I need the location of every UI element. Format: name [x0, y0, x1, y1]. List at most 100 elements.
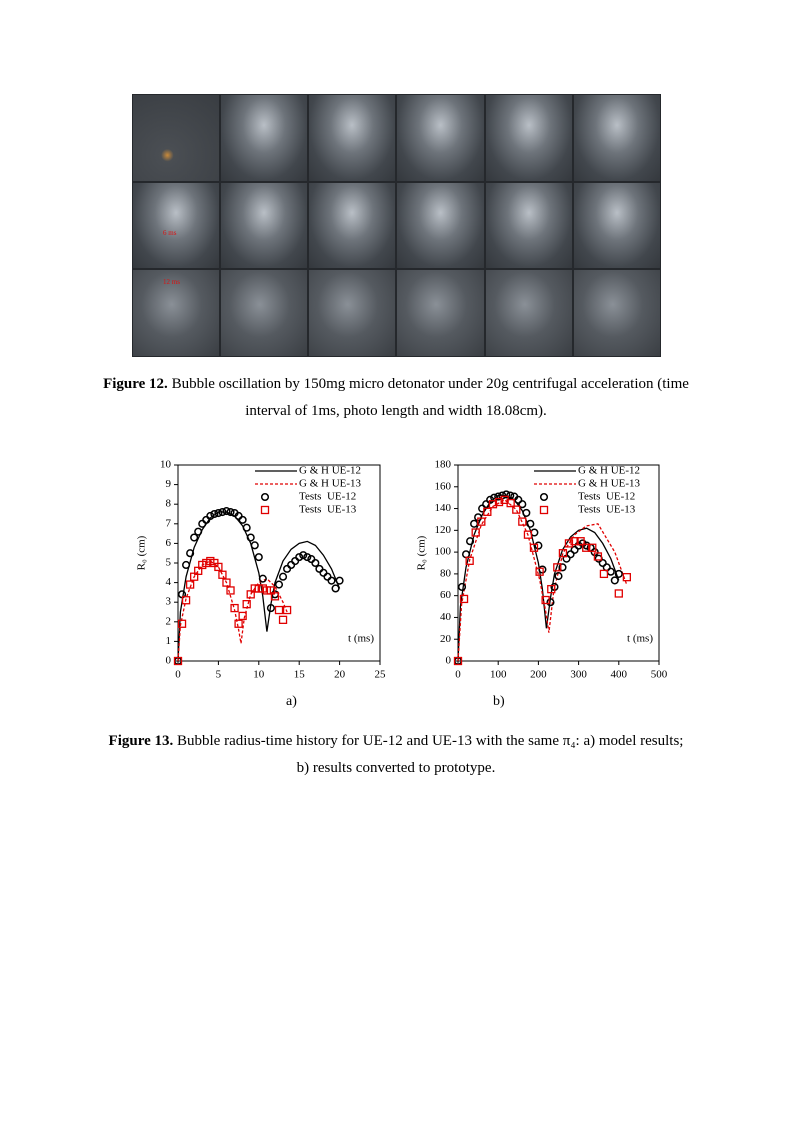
- x-tick-label: 10: [253, 669, 265, 681]
- data-point: [466, 537, 475, 546]
- data-point: [576, 537, 585, 546]
- data-point: [177, 619, 187, 628]
- data-point: [250, 541, 259, 550]
- data-point: [465, 556, 474, 565]
- data-point: [299, 551, 308, 560]
- data-point: [502, 490, 511, 499]
- photo-frame: 6 ms: [132, 181, 221, 270]
- data-point: [546, 598, 555, 607]
- data-point: [274, 605, 284, 615]
- data-point: [614, 569, 623, 578]
- data-point: [254, 553, 263, 562]
- data-point: [534, 541, 543, 550]
- photo-frame: [220, 269, 309, 357]
- data-point: [593, 552, 603, 561]
- data-point: [506, 491, 515, 500]
- data-point: [566, 550, 575, 559]
- y-tick-label: 4: [166, 576, 172, 588]
- y-tick-label: 5: [166, 557, 172, 569]
- caption-text: Bubble oscillation by 150mg micro detona…: [171, 376, 689, 419]
- x-tick-label: 200: [530, 669, 547, 681]
- data-point: [181, 596, 191, 605]
- x-tick-label: 0: [175, 669, 181, 681]
- y-tick-label: 6: [166, 537, 172, 549]
- data-point: [471, 528, 480, 537]
- legend-swatch: [260, 492, 270, 502]
- data-point: [182, 560, 191, 570]
- data-point: [186, 549, 195, 558]
- legend-label: G & H UE-12: [578, 465, 640, 477]
- y-tick-label: 20: [440, 633, 452, 645]
- y-tick-label: 9: [166, 478, 172, 490]
- photo-frame: [572, 181, 661, 270]
- data-point: [518, 500, 527, 509]
- x-tick-label: 300: [570, 669, 587, 681]
- caption-label: Figure 12.: [103, 376, 168, 392]
- x-tick-label: 15: [294, 669, 306, 681]
- y-tick-label: 180: [435, 459, 452, 471]
- data-point: [558, 563, 567, 572]
- data-point: [246, 533, 255, 542]
- data-point: [214, 562, 223, 572]
- y-tick-label: 0: [446, 655, 452, 667]
- y-tick-label: 140: [435, 502, 452, 514]
- data-point: [319, 568, 328, 577]
- legend-label: Tests UE-12: [299, 491, 356, 503]
- photo-frame: [572, 94, 661, 182]
- y-tick-label: 80: [440, 567, 452, 579]
- data-point: [554, 572, 563, 581]
- data-point: [198, 519, 207, 528]
- data-point: [558, 549, 568, 558]
- figure-caption: Figure 12. Bubble oscillation by 150mg m…: [96, 371, 696, 425]
- data-point: [311, 558, 320, 568]
- photo-frame: [396, 269, 485, 357]
- data-point: [234, 619, 243, 628]
- data-point: [582, 543, 591, 552]
- data-point: [242, 600, 251, 609]
- photo-frame: [308, 94, 397, 182]
- photo-frame: [132, 94, 221, 182]
- data-point: [206, 511, 215, 521]
- data-point: [331, 584, 340, 593]
- data-point: [523, 530, 533, 539]
- data-point: [291, 556, 300, 566]
- data-point: [190, 533, 199, 542]
- panel-label: b): [493, 694, 505, 709]
- y-tick-label: 8: [166, 498, 172, 510]
- data-point: [553, 563, 562, 572]
- y-tick-label: 160: [435, 480, 452, 492]
- photo-frame: [220, 181, 309, 270]
- legend-label: G & H UE-12: [299, 465, 361, 477]
- photo-frame: [484, 181, 573, 270]
- x-axis-label: t (ms): [627, 633, 653, 645]
- data-point: [588, 543, 597, 552]
- legend-label: Tests UE-12: [578, 491, 635, 503]
- data-point: [483, 507, 492, 516]
- data-point: [283, 564, 292, 573]
- data-point: [514, 495, 523, 504]
- data-point: [242, 523, 251, 532]
- data-point: [606, 567, 615, 576]
- data-point: [303, 553, 312, 562]
- data-point: [222, 578, 231, 587]
- data-point: [218, 507, 227, 517]
- data-point: [266, 604, 275, 613]
- data-point: [486, 495, 495, 504]
- y-tick-label: 0: [166, 655, 172, 667]
- data-point: [327, 576, 336, 585]
- data-point: [194, 527, 203, 536]
- data-point: [230, 603, 239, 613]
- data-point: [506, 498, 515, 508]
- photo-frame: [484, 269, 573, 357]
- x-axis-label: t (ms): [348, 633, 374, 645]
- model-line: [457, 494, 620, 662]
- legend-label: G & H UE-13: [578, 478, 641, 490]
- data-point: [564, 539, 574, 548]
- data-point: [258, 574, 267, 583]
- x-tick-label: 25: [375, 669, 387, 681]
- data-point: [488, 500, 498, 509]
- photo-frame: [396, 94, 485, 182]
- y-tick-label: 10: [160, 459, 172, 471]
- data-point: [570, 537, 579, 546]
